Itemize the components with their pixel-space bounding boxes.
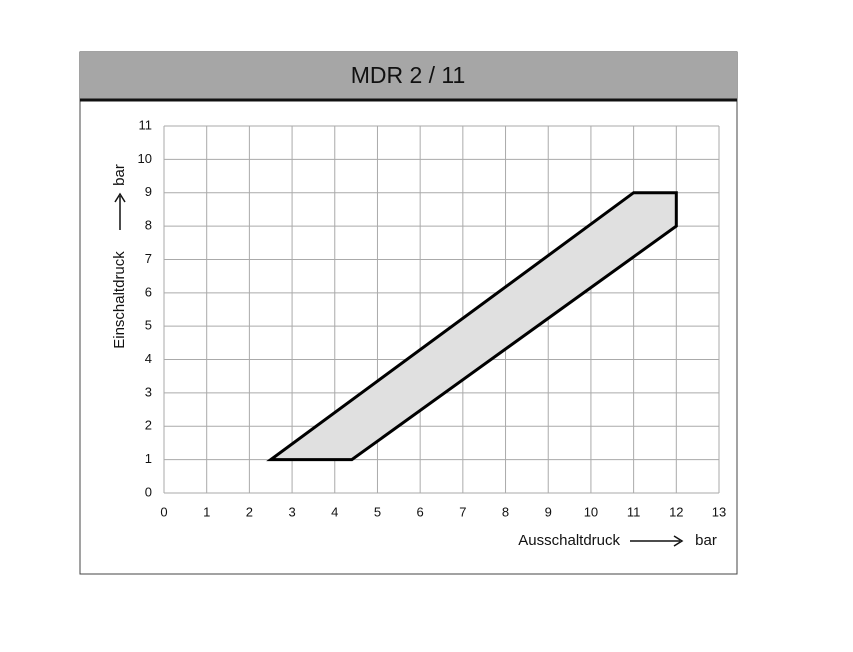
x-tick-label: 2	[246, 504, 253, 519]
x-tick-label: 12	[669, 504, 683, 519]
arrow-head	[114, 192, 126, 203]
arrow-head	[673, 535, 684, 547]
y-tick-label: 8	[145, 218, 152, 233]
y-tick-label: 9	[145, 184, 152, 199]
y-tick-label: 3	[145, 384, 152, 399]
frame	[79, 51, 738, 575]
x-tick-label: 11	[627, 504, 641, 519]
y-axis-title: Einschaltdruck bar	[111, 164, 128, 349]
x-tick-label: 9	[545, 504, 552, 519]
y-axis-label: Einschaltdruck	[111, 251, 128, 349]
x-tick-label: 10	[584, 504, 598, 519]
x-tick-label: 4	[331, 504, 338, 519]
x-tick-label: 1	[203, 504, 210, 519]
y-tick-label: 10	[138, 151, 152, 166]
x-tick-label: 3	[288, 504, 295, 519]
x-tick-label: 8	[502, 504, 509, 519]
y-tick-label: 1	[145, 451, 152, 466]
x-tick-label: 6	[417, 504, 424, 519]
x-axis-label: Ausschaltdruck	[518, 532, 620, 549]
x-tick-label: 13	[712, 504, 726, 519]
x-tick-label: 0	[160, 504, 167, 519]
y-tick-label: 6	[145, 284, 152, 299]
header	[80, 52, 737, 100]
y-tick-label: 5	[145, 318, 152, 333]
y-tick-label: 2	[145, 418, 152, 433]
y-tick-label: 11	[139, 117, 153, 132]
y-axis-unit: bar	[111, 164, 128, 186]
x-tick-label: 5	[374, 504, 381, 519]
chart-title: MDR 2 / 11	[351, 62, 466, 88]
x-axis-unit: bar	[695, 532, 717, 549]
y-tick-label: 4	[145, 351, 152, 366]
y-tick-label: 7	[145, 251, 152, 266]
region	[266, 191, 678, 462]
x-tick-label: 7	[459, 504, 466, 519]
y-tick-label: 0	[145, 484, 152, 499]
